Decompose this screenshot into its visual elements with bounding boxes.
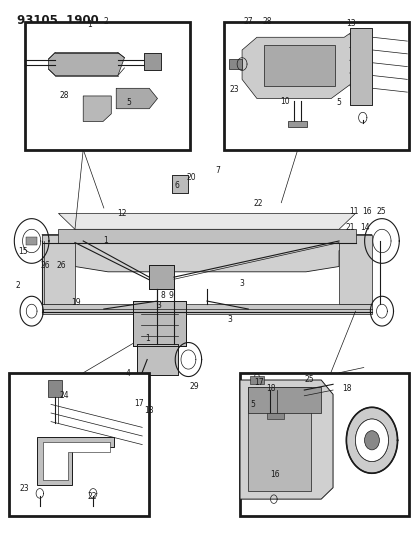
Text: 21: 21 <box>345 223 354 232</box>
Bar <box>240 373 408 516</box>
Text: 18: 18 <box>341 384 350 393</box>
Polygon shape <box>338 235 371 304</box>
Text: 17: 17 <box>253 378 263 387</box>
Text: 2: 2 <box>16 281 20 290</box>
Polygon shape <box>240 380 332 499</box>
Text: 29: 29 <box>189 382 199 391</box>
Text: 22: 22 <box>87 491 97 500</box>
Text: 5: 5 <box>249 400 254 409</box>
Text: 3: 3 <box>227 315 232 324</box>
Text: 28: 28 <box>261 18 271 27</box>
Circle shape <box>364 431 378 450</box>
Text: 6: 6 <box>174 181 179 190</box>
Text: 26: 26 <box>57 261 66 270</box>
Text: 16: 16 <box>270 471 279 479</box>
Circle shape <box>355 419 387 462</box>
Text: 14: 14 <box>360 223 369 232</box>
Text: 9: 9 <box>168 291 173 300</box>
Bar <box>249 376 263 384</box>
Polygon shape <box>50 58 121 70</box>
Polygon shape <box>43 442 110 480</box>
Text: 28: 28 <box>60 91 69 100</box>
Text: 3: 3 <box>239 279 244 288</box>
Bar <box>48 380 62 397</box>
Text: 93105  1900: 93105 1900 <box>17 14 99 27</box>
Text: 5: 5 <box>126 98 131 107</box>
Text: 19: 19 <box>71 298 81 307</box>
Polygon shape <box>58 229 355 243</box>
Text: 24: 24 <box>60 391 69 400</box>
Bar <box>133 301 186 346</box>
Bar <box>248 387 310 490</box>
Polygon shape <box>116 88 157 109</box>
Text: 8: 8 <box>160 291 165 300</box>
Text: 16: 16 <box>361 207 371 216</box>
Text: 27: 27 <box>243 18 252 27</box>
Bar <box>171 174 188 193</box>
Polygon shape <box>264 45 334 86</box>
Text: 25: 25 <box>304 375 313 384</box>
Polygon shape <box>83 96 111 122</box>
Text: 10: 10 <box>279 97 289 106</box>
Text: 25: 25 <box>376 207 385 216</box>
Text: 4: 4 <box>125 369 130 378</box>
Circle shape <box>346 407 396 473</box>
Text: 1: 1 <box>87 20 92 29</box>
Polygon shape <box>242 28 356 99</box>
Text: 22: 22 <box>252 199 262 208</box>
Text: 7: 7 <box>214 166 219 175</box>
Text: 18: 18 <box>265 384 275 393</box>
Bar <box>149 265 173 289</box>
Polygon shape <box>144 53 160 70</box>
Text: 23: 23 <box>228 85 238 94</box>
Text: 20: 20 <box>186 173 196 182</box>
Polygon shape <box>26 237 37 245</box>
Polygon shape <box>137 344 178 375</box>
Bar <box>133 301 186 346</box>
Polygon shape <box>228 59 242 69</box>
Text: 13: 13 <box>346 19 355 28</box>
Polygon shape <box>48 53 124 76</box>
Text: 23: 23 <box>20 484 29 493</box>
Polygon shape <box>288 122 306 126</box>
Text: 15: 15 <box>19 247 28 256</box>
Text: 5: 5 <box>336 98 341 107</box>
Polygon shape <box>42 235 371 272</box>
Polygon shape <box>58 213 355 229</box>
Text: 26: 26 <box>40 261 50 270</box>
Polygon shape <box>42 235 75 304</box>
Bar <box>248 387 320 413</box>
Polygon shape <box>349 28 371 105</box>
Bar <box>349 28 371 105</box>
Polygon shape <box>42 304 371 314</box>
Text: 2: 2 <box>103 18 108 27</box>
Text: 12: 12 <box>117 209 127 218</box>
Bar <box>25 22 190 150</box>
Text: 18: 18 <box>144 406 154 415</box>
Bar <box>171 174 188 193</box>
Bar <box>223 22 408 150</box>
Text: 17: 17 <box>134 399 143 408</box>
Text: 1: 1 <box>145 334 149 343</box>
Bar <box>149 265 173 289</box>
Bar <box>9 373 149 516</box>
Bar <box>266 413 283 419</box>
Polygon shape <box>37 438 114 485</box>
Text: 11: 11 <box>349 207 358 216</box>
Bar <box>144 53 160 70</box>
Bar <box>137 344 169 375</box>
Text: 1: 1 <box>103 237 108 246</box>
Text: 3: 3 <box>156 301 161 310</box>
Bar <box>137 344 178 375</box>
